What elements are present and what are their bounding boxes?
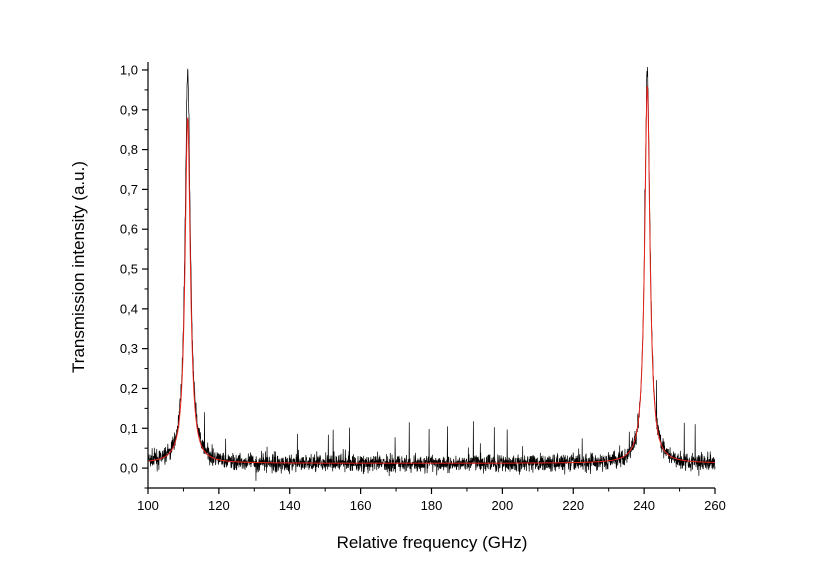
fit-curve [147,85,716,464]
y-axis-title: Transmission intensity (a.u.) [69,161,88,373]
x-tick-label: 200 [492,498,514,513]
x-tick-label: 260 [704,498,726,513]
x-tick-label: 100 [137,498,159,513]
y-tick-label: 0,7 [120,182,138,197]
y-tick-label: 0,9 [120,102,138,117]
x-tick-label: 160 [350,498,372,513]
x-tick-label: 120 [208,498,230,513]
measured-trace [147,67,716,481]
y-tick-label: 0,0 [120,461,138,476]
y-tick-label: 0,1 [120,421,138,436]
y-tick-label: 0,4 [120,301,138,316]
x-tick-label: 140 [279,498,301,513]
y-tick-label: 0,8 [120,142,138,157]
x-tick-label: 220 [562,498,584,513]
y-tick-label: 0,5 [120,262,138,277]
y-tick-label: 0,6 [120,222,138,237]
plot-area [147,67,716,481]
axes: 100 120 140 160 180 200 220 240 260 0,0 0,1 0,2 0,3 0… [120,62,726,513]
y-tick-label: 1,0 [120,62,138,77]
x-axis-title: Relative frequency (GHz) [337,533,528,552]
x-tick-label: 180 [421,498,443,513]
y-tick-label: 0,2 [120,381,138,396]
x-tick-label: 240 [633,498,655,513]
y-tick-label: 0,3 [120,341,138,356]
